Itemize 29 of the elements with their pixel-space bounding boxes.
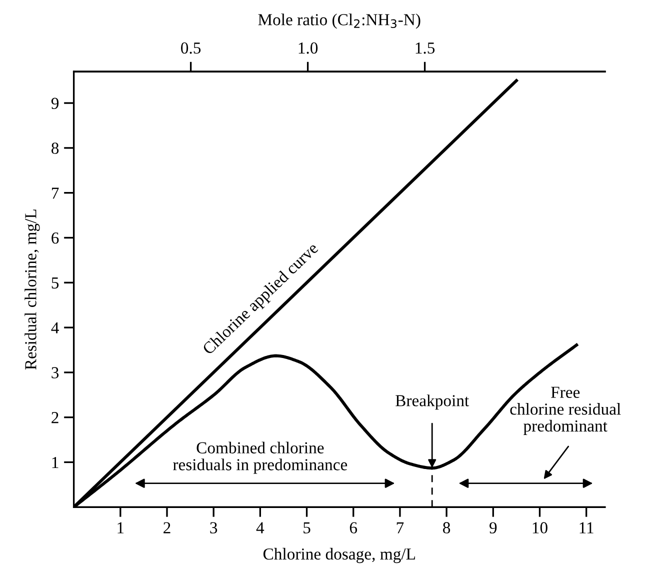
x-tick-label: 10 (532, 522, 548, 534)
x-tick-label: 7 (396, 522, 404, 534)
x2-axis-title: Mole ratio (Cl$_{2}$:NH$_{3}$-N) (258, 14, 420, 29)
x2-tick-label: 0.5 (181, 42, 201, 54)
x-tick-label: 5 (304, 522, 310, 534)
y-tick-label: 6 (52, 232, 59, 244)
y-tick-label: 4 (51, 322, 59, 334)
y-tick-label: 8 (52, 142, 59, 154)
y-tick-label: 2 (52, 412, 58, 424)
x2-tick-label: 1.5 (416, 42, 435, 54)
annotation: Combined chlorine residuals in predominance (173, 442, 348, 474)
x-tick-label: 6 (350, 522, 358, 534)
x-axis-title: Chlorine dosage, mg/L (263, 548, 415, 564)
y-tick-label: 1 (52, 456, 58, 468)
x-tick-label: 2 (164, 522, 170, 534)
annotation: Free chlorine residual predominant (510, 386, 621, 435)
y-tick-label: 7 (52, 188, 59, 199)
annotation: Breakpoint (396, 394, 470, 410)
x-tick-label: 9 (490, 522, 497, 534)
y-tick-label: 5 (52, 278, 59, 289)
y-tick-label: 3 (52, 367, 59, 378)
x-tick-label: 4 (256, 522, 264, 534)
y-tick-label: 9 (51, 98, 59, 109)
x-tick-label: 8 (443, 522, 450, 534)
x-tick-label: 1 (118, 522, 124, 534)
x-tick-label: 11 (580, 522, 594, 534)
x-tick-label: 3 (210, 522, 218, 534)
x2-tick-label: 1.0 (298, 42, 318, 54)
y-axis-title: Residual chlorine, mg/L (24, 210, 40, 370)
